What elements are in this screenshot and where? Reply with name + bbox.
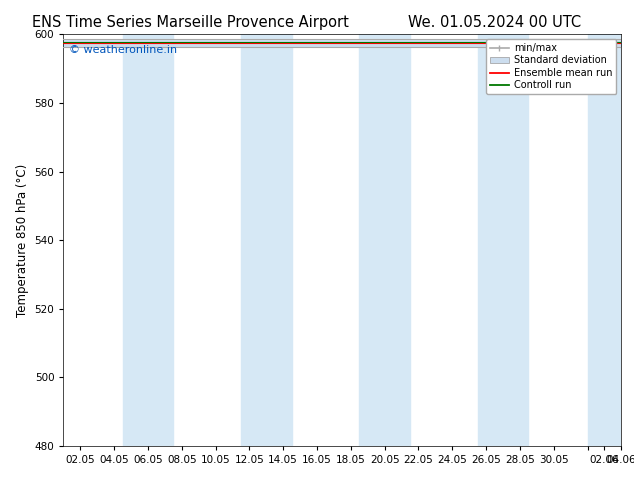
Y-axis label: Temperature 850 hPa (°C): Temperature 850 hPa (°C) [16, 164, 29, 317]
Bar [477, 34, 528, 446]
Bar [588, 34, 630, 446]
Bar [122, 34, 173, 446]
Bar [241, 34, 292, 446]
Text: © weatheronline.in: © weatheronline.in [69, 45, 177, 54]
Legend: min/max, Standard deviation, Ensemble mean run, Controll run: min/max, Standard deviation, Ensemble me… [486, 39, 616, 94]
Text: ENS Time Series Marseille Provence Airport: ENS Time Series Marseille Provence Airpo… [32, 15, 349, 30]
Bar [359, 34, 410, 446]
Text: We. 01.05.2024 00 UTC: We. 01.05.2024 00 UTC [408, 15, 581, 30]
